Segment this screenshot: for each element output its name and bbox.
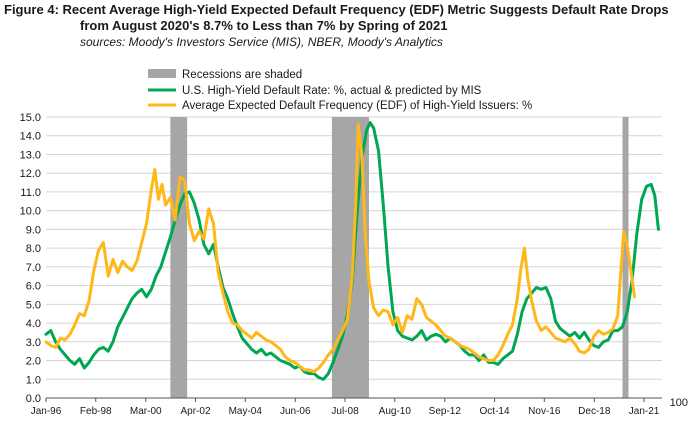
legend-swatch-recession (148, 69, 176, 78)
recession-bands (170, 117, 629, 398)
y-tick-label: 14.0 (20, 131, 41, 143)
x-tick-label: Mar-00 (130, 406, 162, 417)
y-tick-label: 1.0 (26, 374, 41, 386)
legend-label: U.S. High-Yield Default Rate: %, actual … (182, 85, 482, 97)
legend-label: Average Expected Default Frequency (EDF)… (182, 100, 532, 112)
x-tick-label: Sep-12 (429, 406, 462, 417)
axes: 0.0 1.0 2.0 3.0 4.0 5.0 6.0 7.0 8.0 9.0 10.0 11.0 12… (20, 112, 688, 417)
y-tick-label: 4.0 (26, 318, 41, 330)
x-tick-label: Aug-10 (379, 406, 412, 417)
chart-header: Figure 4: Recent Average High-Yield Expe… (4, 2, 696, 50)
x-tick-label: Jul-08 (331, 406, 359, 417)
x-tick-label: Nov-16 (528, 406, 561, 417)
legend-label-recession: Recessions are shaded (182, 69, 302, 81)
chart-title-line2: from August 2020's 8.7% to Less than 7% … (80, 18, 448, 33)
y-tick-label: 11.0 (20, 187, 41, 199)
y-tick-label: 8.0 (26, 243, 41, 255)
y-tick-label: 0.0 (26, 393, 41, 405)
x-tick-label: Apr-02 (181, 406, 211, 417)
recession-band (622, 117, 629, 398)
x-tick-label: Jan-21 (629, 406, 660, 417)
y-tick-label: 5.0 (26, 299, 41, 311)
x-tick-label: May-04 (229, 406, 263, 417)
y-tick-label: 9.0 (26, 224, 41, 236)
y-tick-label: 15.0 (20, 112, 41, 124)
figure-label: Figure 4: (4, 2, 59, 17)
y-tick-label: 3.0 (26, 337, 41, 349)
corner-label: 100 (670, 397, 688, 409)
y-tick-label: 10.0 (20, 206, 41, 218)
x-tick-label: Feb-98 (80, 406, 112, 417)
y-tick-label: 13.0 (20, 149, 41, 161)
y-tick-label: 2.0 (26, 356, 41, 368)
series-lines (44, 121, 660, 381)
title-line1-text: Recent Average High-Yield Expected Defau… (62, 2, 669, 17)
x-tick-label: Oct-14 (480, 406, 510, 417)
y-tick-label: 12.0 (20, 168, 41, 180)
x-tick-label: Jun-06 (280, 406, 311, 417)
x-tick-label: Dec-18 (578, 406, 611, 417)
recession-band (170, 117, 188, 398)
series-line (44, 123, 636, 374)
legend: Recessions are shaded U.S. High-Yield Def… (148, 69, 532, 112)
y-tick-label: 7.0 (26, 262, 41, 274)
chart-sources: sources: Moody's Investors Service (MIS)… (80, 35, 443, 49)
y-tick-label: 6.0 (26, 281, 41, 293)
chart-title-line1: Figure 4: Recent Average High-Yield Expe… (4, 2, 696, 18)
x-tick-label: Jan-96 (31, 406, 62, 417)
